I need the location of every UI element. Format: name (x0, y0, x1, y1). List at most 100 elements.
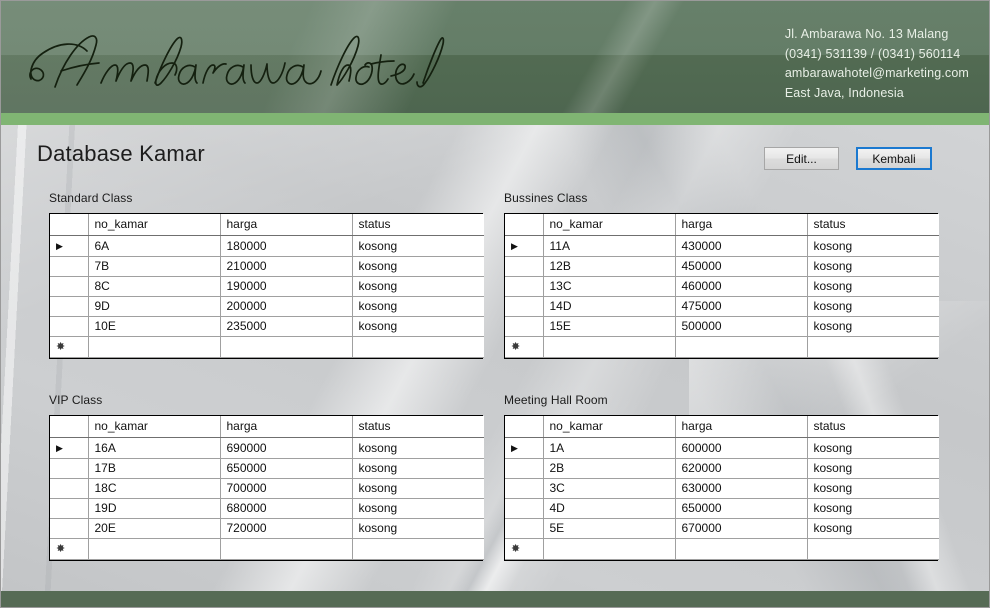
cell-empty[interactable] (220, 336, 353, 358)
cell-harga[interactable]: 210000 (220, 256, 353, 277)
cell-no_kamar[interactable]: 12B (543, 256, 676, 277)
cell-harga[interactable]: 650000 (220, 458, 353, 479)
cell-harga[interactable]: 460000 (675, 276, 808, 297)
cell-no_kamar[interactable]: 17B (88, 458, 221, 479)
column-header-status[interactable]: status (352, 214, 484, 236)
table-row[interactable]: 17B 650000 kosong (50, 458, 484, 479)
cell-harga[interactable]: 700000 (220, 478, 353, 499)
data-grid-bussines[interactable]: no_kamar harga status ▶ 11A 430000 kosong 12B 45… (504, 213, 939, 359)
cell-no_kamar[interactable]: 11A (543, 235, 676, 257)
row-selector-cell[interactable] (50, 518, 89, 539)
row-selector-cell[interactable] (50, 498, 89, 519)
cell-harga[interactable]: 430000 (675, 235, 808, 257)
cell-status[interactable]: kosong (352, 276, 484, 297)
table-row[interactable]: 19D 680000 kosong (50, 498, 484, 519)
row-selector-cell[interactable] (505, 276, 544, 297)
row-selector-cell[interactable]: ✸ (50, 336, 89, 358)
cell-status[interactable]: kosong (807, 437, 939, 459)
cell-harga[interactable]: 450000 (675, 256, 808, 277)
cell-no_kamar[interactable]: 10E (88, 316, 221, 337)
row-selector-cell[interactable] (505, 498, 544, 519)
row-selector-cell[interactable]: ▶ (50, 437, 89, 459)
cell-harga[interactable]: 650000 (675, 498, 808, 519)
table-row[interactable]: ▶ 11A 430000 kosong (505, 235, 939, 257)
cell-no_kamar[interactable]: 2B (543, 458, 676, 479)
cell-no_kamar[interactable]: 3C (543, 478, 676, 499)
table-row[interactable]: 14D 475000 kosong (505, 296, 939, 317)
cell-status[interactable]: kosong (352, 478, 484, 499)
cell-harga[interactable]: 630000 (675, 478, 808, 499)
column-header-no_kamar[interactable]: no_kamar (88, 214, 221, 236)
row-selector-cell[interactable] (505, 296, 544, 317)
row-selector-header[interactable] (505, 416, 544, 438)
cell-no_kamar[interactable]: 20E (88, 518, 221, 539)
cell-status[interactable]: kosong (807, 316, 939, 337)
cell-empty[interactable] (88, 538, 221, 560)
cell-harga[interactable]: 190000 (220, 276, 353, 297)
column-header-status[interactable]: status (352, 416, 484, 438)
table-row[interactable]: 4D 650000 kosong (505, 498, 939, 519)
row-selector-cell[interactable] (505, 256, 544, 277)
table-row[interactable]: 20E 720000 kosong (50, 518, 484, 539)
cell-harga[interactable]: 690000 (220, 437, 353, 459)
row-selector-cell[interactable]: ▶ (50, 235, 89, 257)
cell-harga[interactable]: 680000 (220, 498, 353, 519)
cell-status[interactable]: kosong (352, 235, 484, 257)
table-row[interactable]: 10E 235000 kosong (50, 316, 484, 337)
new-row-placeholder[interactable]: ✸ (50, 336, 484, 358)
cell-no_kamar[interactable]: 5E (543, 518, 676, 539)
column-header-no_kamar[interactable]: no_kamar (88, 416, 221, 438)
column-header-status[interactable]: status (807, 416, 939, 438)
cell-empty[interactable] (543, 538, 676, 560)
cell-status[interactable]: kosong (352, 316, 484, 337)
table-row[interactable]: ▶ 6A 180000 kosong (50, 235, 484, 257)
cell-status[interactable]: kosong (807, 478, 939, 499)
cell-no_kamar[interactable]: 18C (88, 478, 221, 499)
cell-harga[interactable]: 475000 (675, 296, 808, 317)
data-grid-meeting[interactable]: no_kamar harga status ▶ 1A 600000 kosong 2B 6200… (504, 415, 939, 561)
cell-harga[interactable]: 235000 (220, 316, 353, 337)
column-header-harga[interactable]: harga (675, 214, 808, 236)
cell-empty[interactable] (220, 538, 353, 560)
cell-no_kamar[interactable]: 14D (543, 296, 676, 317)
new-row-placeholder[interactable]: ✸ (50, 538, 484, 560)
back-button[interactable]: Kembali (856, 147, 932, 170)
cell-status[interactable]: kosong (807, 235, 939, 257)
cell-no_kamar[interactable]: 1A (543, 437, 676, 459)
cell-empty[interactable] (88, 336, 221, 358)
row-selector-cell[interactable] (505, 518, 544, 539)
grid-table[interactable]: no_kamar harga status ▶ 16A 690000 kosong 17B 65… (50, 416, 484, 560)
column-header-harga[interactable]: harga (220, 214, 353, 236)
column-header-harga[interactable]: harga (675, 416, 808, 438)
row-selector-header[interactable] (50, 214, 89, 236)
cell-harga[interactable]: 600000 (675, 437, 808, 459)
table-row[interactable]: 3C 630000 kosong (505, 478, 939, 499)
data-grid-standard[interactable]: no_kamar harga status ▶ 6A 180000 kosong 7B 2100… (49, 213, 484, 359)
table-row[interactable]: 2B 620000 kosong (505, 458, 939, 479)
cell-empty[interactable] (807, 538, 939, 560)
cell-status[interactable]: kosong (807, 498, 939, 519)
table-row[interactable]: 18C 700000 kosong (50, 478, 484, 499)
cell-no_kamar[interactable]: 7B (88, 256, 221, 277)
cell-status[interactable]: kosong (352, 256, 484, 277)
cell-harga[interactable]: 180000 (220, 235, 353, 257)
new-row-placeholder[interactable]: ✸ (505, 538, 939, 560)
cell-no_kamar[interactable]: 19D (88, 498, 221, 519)
cell-no_kamar[interactable]: 15E (543, 316, 676, 337)
cell-status[interactable]: kosong (807, 458, 939, 479)
column-header-status[interactable]: status (807, 214, 939, 236)
cell-no_kamar[interactable]: 6A (88, 235, 221, 257)
row-selector-cell[interactable] (505, 458, 544, 479)
cell-harga[interactable]: 200000 (220, 296, 353, 317)
cell-status[interactable]: kosong (807, 276, 939, 297)
row-selector-cell[interactable]: ▶ (505, 437, 544, 459)
row-selector-cell[interactable] (50, 256, 89, 277)
grid-table[interactable]: no_kamar harga status ▶ 1A 600000 kosong 2B 6200… (505, 416, 939, 560)
cell-status[interactable]: kosong (352, 296, 484, 317)
row-selector-cell[interactable]: ✸ (505, 336, 544, 358)
cell-status[interactable]: kosong (352, 518, 484, 539)
cell-no_kamar[interactable]: 8C (88, 276, 221, 297)
grid-table[interactable]: no_kamar harga status ▶ 6A 180000 kosong 7B 2100… (50, 214, 484, 358)
cell-no_kamar[interactable]: 9D (88, 296, 221, 317)
row-selector-cell[interactable]: ✸ (505, 538, 544, 560)
